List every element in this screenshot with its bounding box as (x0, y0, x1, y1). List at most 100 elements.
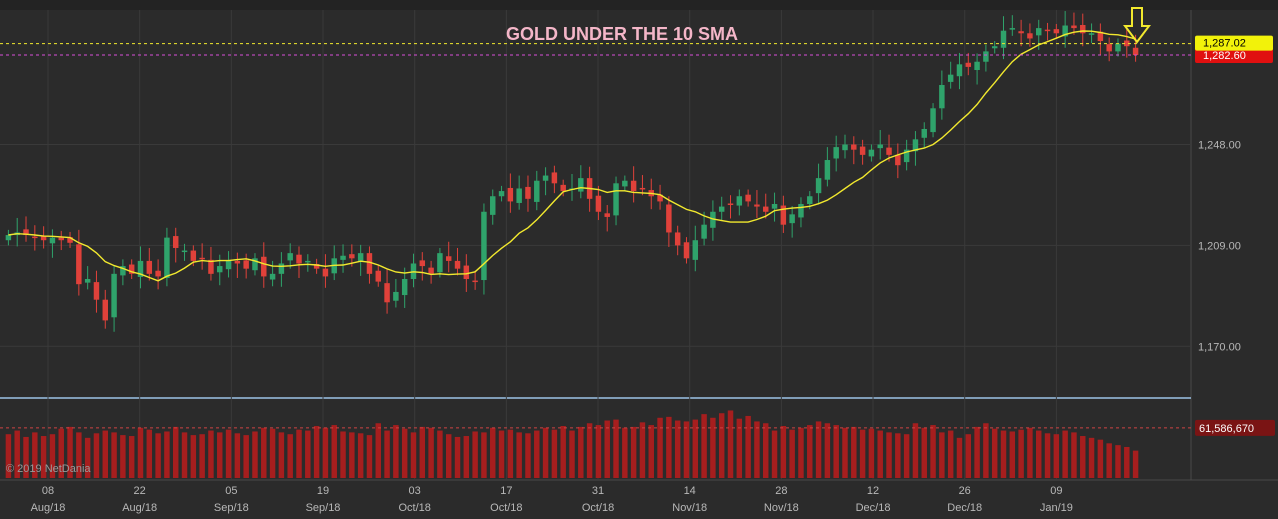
volume-bar (560, 425, 566, 478)
volume-bar (349, 432, 355, 478)
candle-down (1106, 44, 1112, 52)
candle-up (1000, 30, 1007, 48)
volume-bar (313, 425, 320, 478)
candle-up (842, 144, 848, 151)
volume-bar (445, 434, 452, 478)
x-tick-day: 08 (42, 485, 54, 497)
candle-up (225, 260, 232, 270)
volume-bar (569, 430, 575, 478)
candle-up (217, 266, 223, 273)
candle-up (718, 206, 725, 212)
volume-bar (1018, 429, 1024, 478)
down-arrow-icon (1123, 7, 1151, 44)
volume-bar (595, 425, 602, 478)
candle-up (542, 175, 549, 181)
candle-down (463, 265, 470, 280)
candle-up (877, 144, 883, 149)
candle-down (454, 260, 461, 269)
candle-down (525, 186, 531, 199)
candle-up (921, 128, 927, 138)
x-tick-month: Nov/18 (764, 502, 799, 514)
volume-bar (674, 420, 681, 478)
volume-bar (32, 432, 38, 478)
volume-bar (1035, 430, 1042, 478)
candle-down (32, 236, 38, 239)
candle-down (604, 213, 610, 217)
last-price-label: 1,287.02 (1203, 38, 1246, 50)
candle-down (322, 268, 329, 277)
volume-bar (789, 429, 795, 478)
volume-bar (76, 432, 82, 478)
volume-bar (630, 426, 637, 478)
candle-down (1018, 31, 1024, 34)
candle-down (155, 270, 161, 277)
volume-bar (983, 423, 989, 478)
candle-up (930, 108, 936, 133)
candle-up (912, 139, 919, 152)
volume-bar (111, 432, 117, 478)
candle-up (305, 260, 311, 263)
candle-down (560, 184, 566, 192)
candle-up (613, 183, 619, 216)
volume-bar (780, 425, 787, 478)
volume-bar (164, 431, 170, 478)
volume-bar (1062, 430, 1068, 478)
candle-down (261, 256, 267, 277)
candle-down (428, 267, 434, 274)
candle-up (701, 224, 707, 239)
volume-bar (859, 429, 866, 478)
volume-bar (146, 429, 153, 478)
candle-up (736, 196, 743, 206)
volume-bar (393, 425, 399, 478)
volume-bar (613, 419, 619, 478)
candle-up (1009, 28, 1016, 30)
candle-down (190, 250, 197, 261)
volume-bar (208, 430, 214, 478)
volume-bar (877, 430, 883, 478)
volume-bar (287, 434, 293, 478)
candle-down (472, 280, 478, 283)
volume-bar (269, 428, 276, 478)
candle-down (1080, 25, 1086, 34)
volume-bar (181, 432, 188, 478)
candle-down (780, 205, 787, 225)
last-price-badge (1195, 35, 1273, 51)
candle-up (1088, 33, 1095, 35)
candle-down (445, 256, 452, 261)
candle-up (490, 196, 496, 215)
close-price-badge (1195, 48, 1273, 64)
volume-bar (199, 434, 205, 478)
x-tick-month: Nov/18 (672, 502, 707, 514)
volume-bar (172, 426, 179, 478)
candle-down (507, 187, 514, 202)
candle-up (401, 279, 408, 296)
volume-bar (331, 425, 337, 478)
chart-title: GOLD UNDER THE 10 SMA (506, 24, 738, 44)
candle-up (5, 235, 12, 241)
candle-down (886, 147, 892, 155)
candle-down (551, 172, 558, 184)
candle-down (754, 204, 760, 207)
volume-bar (727, 410, 734, 478)
volume-bar (419, 426, 426, 478)
volume-bar (771, 430, 778, 478)
volume-bar (155, 433, 161, 478)
candle-up (534, 180, 540, 202)
x-tick-day: 12 (867, 485, 879, 497)
volume-bar (190, 435, 197, 478)
candle-up (956, 64, 963, 77)
candle-down (727, 203, 734, 205)
volume-bar (516, 432, 522, 478)
candle-down (595, 195, 602, 212)
copyright-text: © 2019 NetDania (6, 463, 91, 475)
candle-up (269, 273, 276, 280)
candle-down (93, 282, 100, 300)
volume-bar (815, 421, 822, 478)
volume-bar (639, 422, 646, 478)
volume-bar (921, 427, 927, 478)
volume-bar (1124, 446, 1130, 478)
sma-10-line (8, 30, 1136, 282)
volume-bar (604, 420, 610, 478)
